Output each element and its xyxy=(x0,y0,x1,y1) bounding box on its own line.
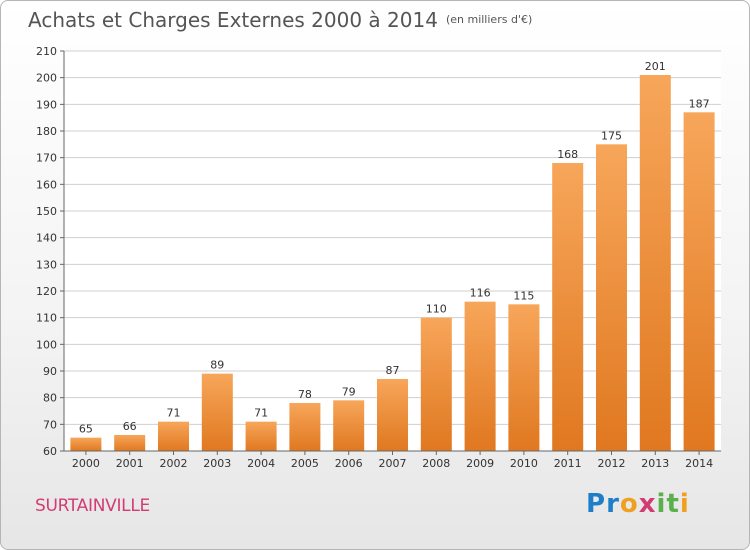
y-tick-label: 110 xyxy=(36,312,57,325)
bar-2005 xyxy=(289,403,321,451)
bar-value-label: 175 xyxy=(601,129,622,142)
bar-2000 xyxy=(70,437,102,451)
bar-2009 xyxy=(464,301,496,451)
bar-value-label: 79 xyxy=(342,385,356,398)
chart-title-text: Achats et Charges Externes 2000 à 2014 xyxy=(28,8,438,32)
bar-2011 xyxy=(552,163,584,451)
y-tick-label: 190 xyxy=(36,98,57,111)
y-tick-label: 100 xyxy=(36,338,57,351)
bar-2004 xyxy=(245,421,277,451)
y-tick-label: 80 xyxy=(43,392,57,405)
bar-value-label: 187 xyxy=(689,97,710,110)
bar-2013 xyxy=(639,75,671,451)
bar-value-label: 78 xyxy=(298,388,312,401)
logo-letter: o xyxy=(619,489,639,519)
y-tick-label: 70 xyxy=(43,418,57,431)
y-tick-label: 200 xyxy=(36,72,57,85)
x-tick-label: 2008 xyxy=(422,457,450,470)
x-tick-label: 2013 xyxy=(641,457,669,470)
y-tick-label: 60 xyxy=(43,445,57,458)
logo-letter: i xyxy=(679,489,690,519)
bar-value-label: 115 xyxy=(513,289,534,302)
y-tick-label: 210 xyxy=(36,45,57,58)
x-tick-label: 2006 xyxy=(335,457,363,470)
bar-2014 xyxy=(683,112,715,451)
bar-2006 xyxy=(333,400,365,451)
y-tick-label: 90 xyxy=(43,365,57,378)
x-tick-label: 2007 xyxy=(379,457,407,470)
logo-letter: r xyxy=(606,489,620,519)
proxiti-logo: Proxiti xyxy=(586,489,690,519)
y-tick-label: 170 xyxy=(36,152,57,165)
logo-letter: x xyxy=(638,489,657,519)
y-tick-label: 180 xyxy=(36,125,57,138)
logo-letter: i xyxy=(656,489,667,519)
y-tick-label: 130 xyxy=(36,258,57,271)
x-tick-label: 2011 xyxy=(554,457,582,470)
y-tick-label: 120 xyxy=(36,285,57,298)
bar-value-label: 71 xyxy=(167,407,181,420)
chart-unit: (en milliers d'€) xyxy=(445,13,533,26)
x-tick-label: 2005 xyxy=(291,457,319,470)
y-tick-label: 150 xyxy=(36,205,57,218)
x-tick-label: 2001 xyxy=(116,457,144,470)
x-tick-label: 2012 xyxy=(598,457,626,470)
x-tick-label: 2014 xyxy=(685,457,713,470)
bar-value-label: 116 xyxy=(470,287,491,300)
bar-2008 xyxy=(420,317,452,451)
bar-value-label: 110 xyxy=(426,303,447,316)
bar-2003 xyxy=(201,373,233,451)
bar-2001 xyxy=(114,435,146,451)
x-tick-label: 2010 xyxy=(510,457,538,470)
x-tick-label: 2009 xyxy=(466,457,494,470)
bar-2007 xyxy=(377,379,408,451)
bar-2002 xyxy=(158,421,189,451)
y-tick-label: 140 xyxy=(36,232,57,245)
x-tick-label: 2002 xyxy=(160,457,188,470)
bar-2012 xyxy=(596,144,627,452)
x-tick-label: 2004 xyxy=(247,457,275,470)
bar-2010 xyxy=(508,304,540,451)
bar-value-label: 65 xyxy=(79,423,93,436)
logo-letter: P xyxy=(586,489,607,519)
x-tick-label: 2000 xyxy=(72,457,100,470)
commune-name: SURTAINVILLE xyxy=(35,496,150,516)
y-tick-label: 160 xyxy=(36,178,57,191)
logo-letter: t xyxy=(666,489,680,519)
x-tick-label: 2003 xyxy=(203,457,231,470)
bar-value-label: 71 xyxy=(254,407,268,420)
bar-value-label: 87 xyxy=(386,364,400,377)
bar-value-label: 89 xyxy=(210,359,224,372)
bar-value-label: 201 xyxy=(645,60,666,73)
bar-value-label: 66 xyxy=(123,420,137,433)
chart-title: Achats et Charges Externes 2000 à 2014 (e… xyxy=(28,8,532,32)
bar-value-label: 168 xyxy=(557,148,578,161)
